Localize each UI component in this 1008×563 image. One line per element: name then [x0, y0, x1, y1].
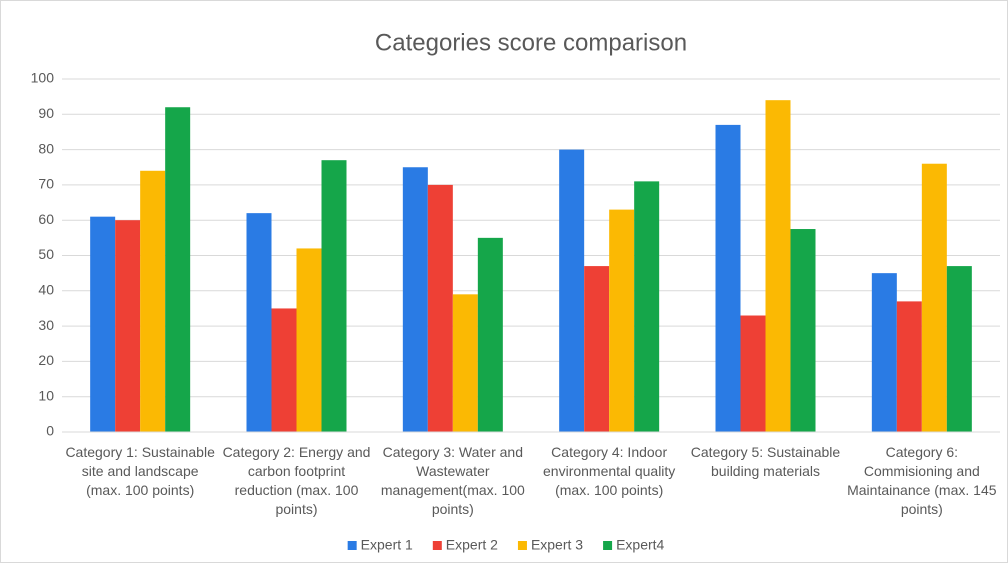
bar	[115, 220, 141, 432]
chart-title: Categories score comparison	[375, 29, 687, 56]
y-tick-label: 100	[31, 70, 55, 86]
legend-label: Expert4	[616, 537, 664, 553]
bar	[634, 181, 660, 432]
bar	[896, 301, 922, 432]
y-tick-label: 90	[38, 105, 54, 121]
legend-label: Expert 1	[361, 537, 413, 553]
bar	[740, 315, 766, 432]
legend-swatch	[347, 541, 357, 550]
x-tick-label: Category 3: Water and Wastewater managemen…	[381, 444, 525, 517]
bar	[165, 107, 191, 433]
bar	[271, 308, 297, 432]
bar	[477, 237, 503, 432]
bar	[452, 294, 478, 432]
legend-swatch	[432, 541, 442, 550]
y-tick-label: 50	[38, 246, 54, 262]
legend-swatch	[603, 541, 613, 550]
bar	[321, 160, 347, 432]
bar	[140, 170, 166, 432]
y-tick-label: 0	[46, 423, 54, 439]
legend-swatch	[517, 541, 527, 550]
bar	[765, 100, 791, 433]
y-tick-label: 40	[38, 282, 54, 298]
x-tick-label: Category 6: Commisioning and Maintainance …	[847, 444, 997, 517]
bar	[871, 273, 897, 432]
bar	[790, 229, 816, 432]
y-tick-label: 20	[38, 352, 54, 368]
y-tick-label: 10	[38, 387, 54, 403]
legend-label: Expert 2	[446, 537, 498, 553]
y-tick-label: 80	[38, 140, 54, 156]
y-tick-label: 70	[38, 176, 54, 192]
x-tick-label: Category 4: Indoor environmental quality(…	[543, 444, 675, 498]
x-tick-label: Category 1: Sustainable site and landscap…	[65, 444, 215, 498]
bar	[402, 167, 428, 432]
x-tick-label: Category 5: Sustainable building material…	[691, 444, 841, 479]
bar	[946, 266, 972, 432]
bar	[559, 149, 585, 432]
bar	[715, 124, 741, 432]
legend-label: Expert 3	[531, 537, 583, 553]
y-tick-label: 30	[38, 317, 54, 333]
bar	[246, 213, 272, 432]
bar	[296, 248, 322, 432]
bar	[584, 266, 610, 432]
bar	[427, 184, 453, 432]
x-tick-label: Category 2: Energy and carbon footprint re…	[223, 444, 371, 517]
y-tick-label: 60	[38, 211, 54, 227]
bar	[921, 163, 947, 432]
bar	[609, 209, 635, 432]
bar	[90, 216, 116, 432]
